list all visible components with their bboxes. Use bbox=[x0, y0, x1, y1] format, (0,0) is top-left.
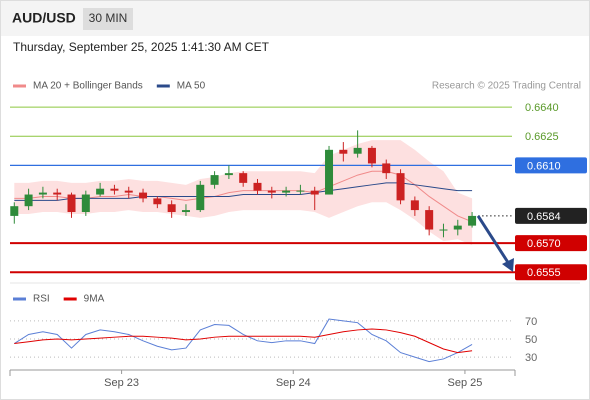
price-box bbox=[515, 207, 587, 224]
candle-body bbox=[367, 147, 376, 164]
candle-body bbox=[124, 190, 133, 193]
candle-body bbox=[267, 190, 276, 193]
x-tick-label: Sep 25 bbox=[447, 377, 482, 389]
candle-body bbox=[24, 194, 33, 207]
candle-body bbox=[353, 147, 362, 154]
candle-body bbox=[196, 184, 205, 211]
level-label: 0.6570 bbox=[527, 238, 561, 250]
candle-body bbox=[210, 175, 219, 185]
y-tick-label: 70 bbox=[525, 316, 537, 328]
candle-body bbox=[96, 188, 105, 195]
timeframe-box bbox=[83, 8, 133, 30]
legend-label: MA 50 bbox=[177, 81, 206, 92]
candle-body bbox=[53, 192, 62, 195]
level-box bbox=[515, 235, 587, 252]
timeframe: 30 MIN bbox=[89, 11, 128, 25]
date: Thursday, September 25, 2025 1:41:30 AM … bbox=[13, 40, 270, 54]
rsi-line bbox=[14, 328, 473, 354]
candle-body bbox=[410, 200, 419, 211]
candle-body bbox=[153, 198, 162, 205]
candle-body bbox=[139, 192, 148, 199]
candle-body bbox=[110, 188, 119, 191]
bollinger-band bbox=[14, 140, 473, 246]
candle-body bbox=[67, 194, 76, 213]
candle-body bbox=[296, 190, 305, 192]
legend-label: RSI bbox=[33, 294, 50, 305]
legend-label: MA 20 + Bollinger Bands bbox=[33, 81, 143, 92]
candle-body bbox=[339, 149, 348, 154]
candle-body bbox=[453, 225, 462, 230]
y-tick-label: 30 bbox=[525, 352, 537, 364]
rsi-line bbox=[14, 318, 473, 363]
level-label: 0.6610 bbox=[527, 160, 561, 172]
legend-label: 9MA bbox=[84, 294, 105, 305]
candle-body bbox=[239, 173, 248, 183]
y-tick-label: 50 bbox=[525, 334, 537, 346]
candle-body bbox=[38, 192, 47, 195]
candle-body bbox=[468, 215, 477, 226]
candle-body bbox=[439, 229, 448, 231]
x-tick-label: Sep 23 bbox=[104, 377, 139, 389]
candle-body bbox=[167, 204, 176, 213]
candle-body bbox=[282, 190, 291, 193]
level-box bbox=[515, 264, 587, 281]
level-label: 0.6640 bbox=[525, 102, 559, 114]
level-label: 0.6555 bbox=[527, 267, 561, 279]
candle-body bbox=[310, 190, 319, 195]
x-tick-label: Sep 24 bbox=[276, 377, 311, 389]
level-box bbox=[515, 157, 587, 174]
forecast-arrowhead bbox=[502, 258, 514, 272]
candle-body bbox=[224, 173, 233, 176]
candle-body bbox=[253, 182, 262, 191]
symbol: AUD/USD bbox=[12, 10, 76, 26]
candle-body bbox=[325, 149, 334, 195]
candle-body bbox=[396, 173, 405, 201]
forecast-arrow bbox=[476, 215, 511, 265]
candle-body bbox=[81, 194, 90, 213]
candle-body bbox=[181, 210, 190, 213]
level-label: 0.6625 bbox=[525, 131, 559, 143]
level-label: 0.6584 bbox=[527, 211, 561, 223]
attribution: Research © 2025 Trading Central bbox=[432, 81, 581, 92]
ma-line bbox=[14, 182, 473, 201]
candle-body bbox=[382, 163, 391, 174]
ma-line bbox=[14, 170, 473, 223]
candle-body bbox=[425, 210, 434, 230]
candle-body bbox=[10, 206, 19, 216]
